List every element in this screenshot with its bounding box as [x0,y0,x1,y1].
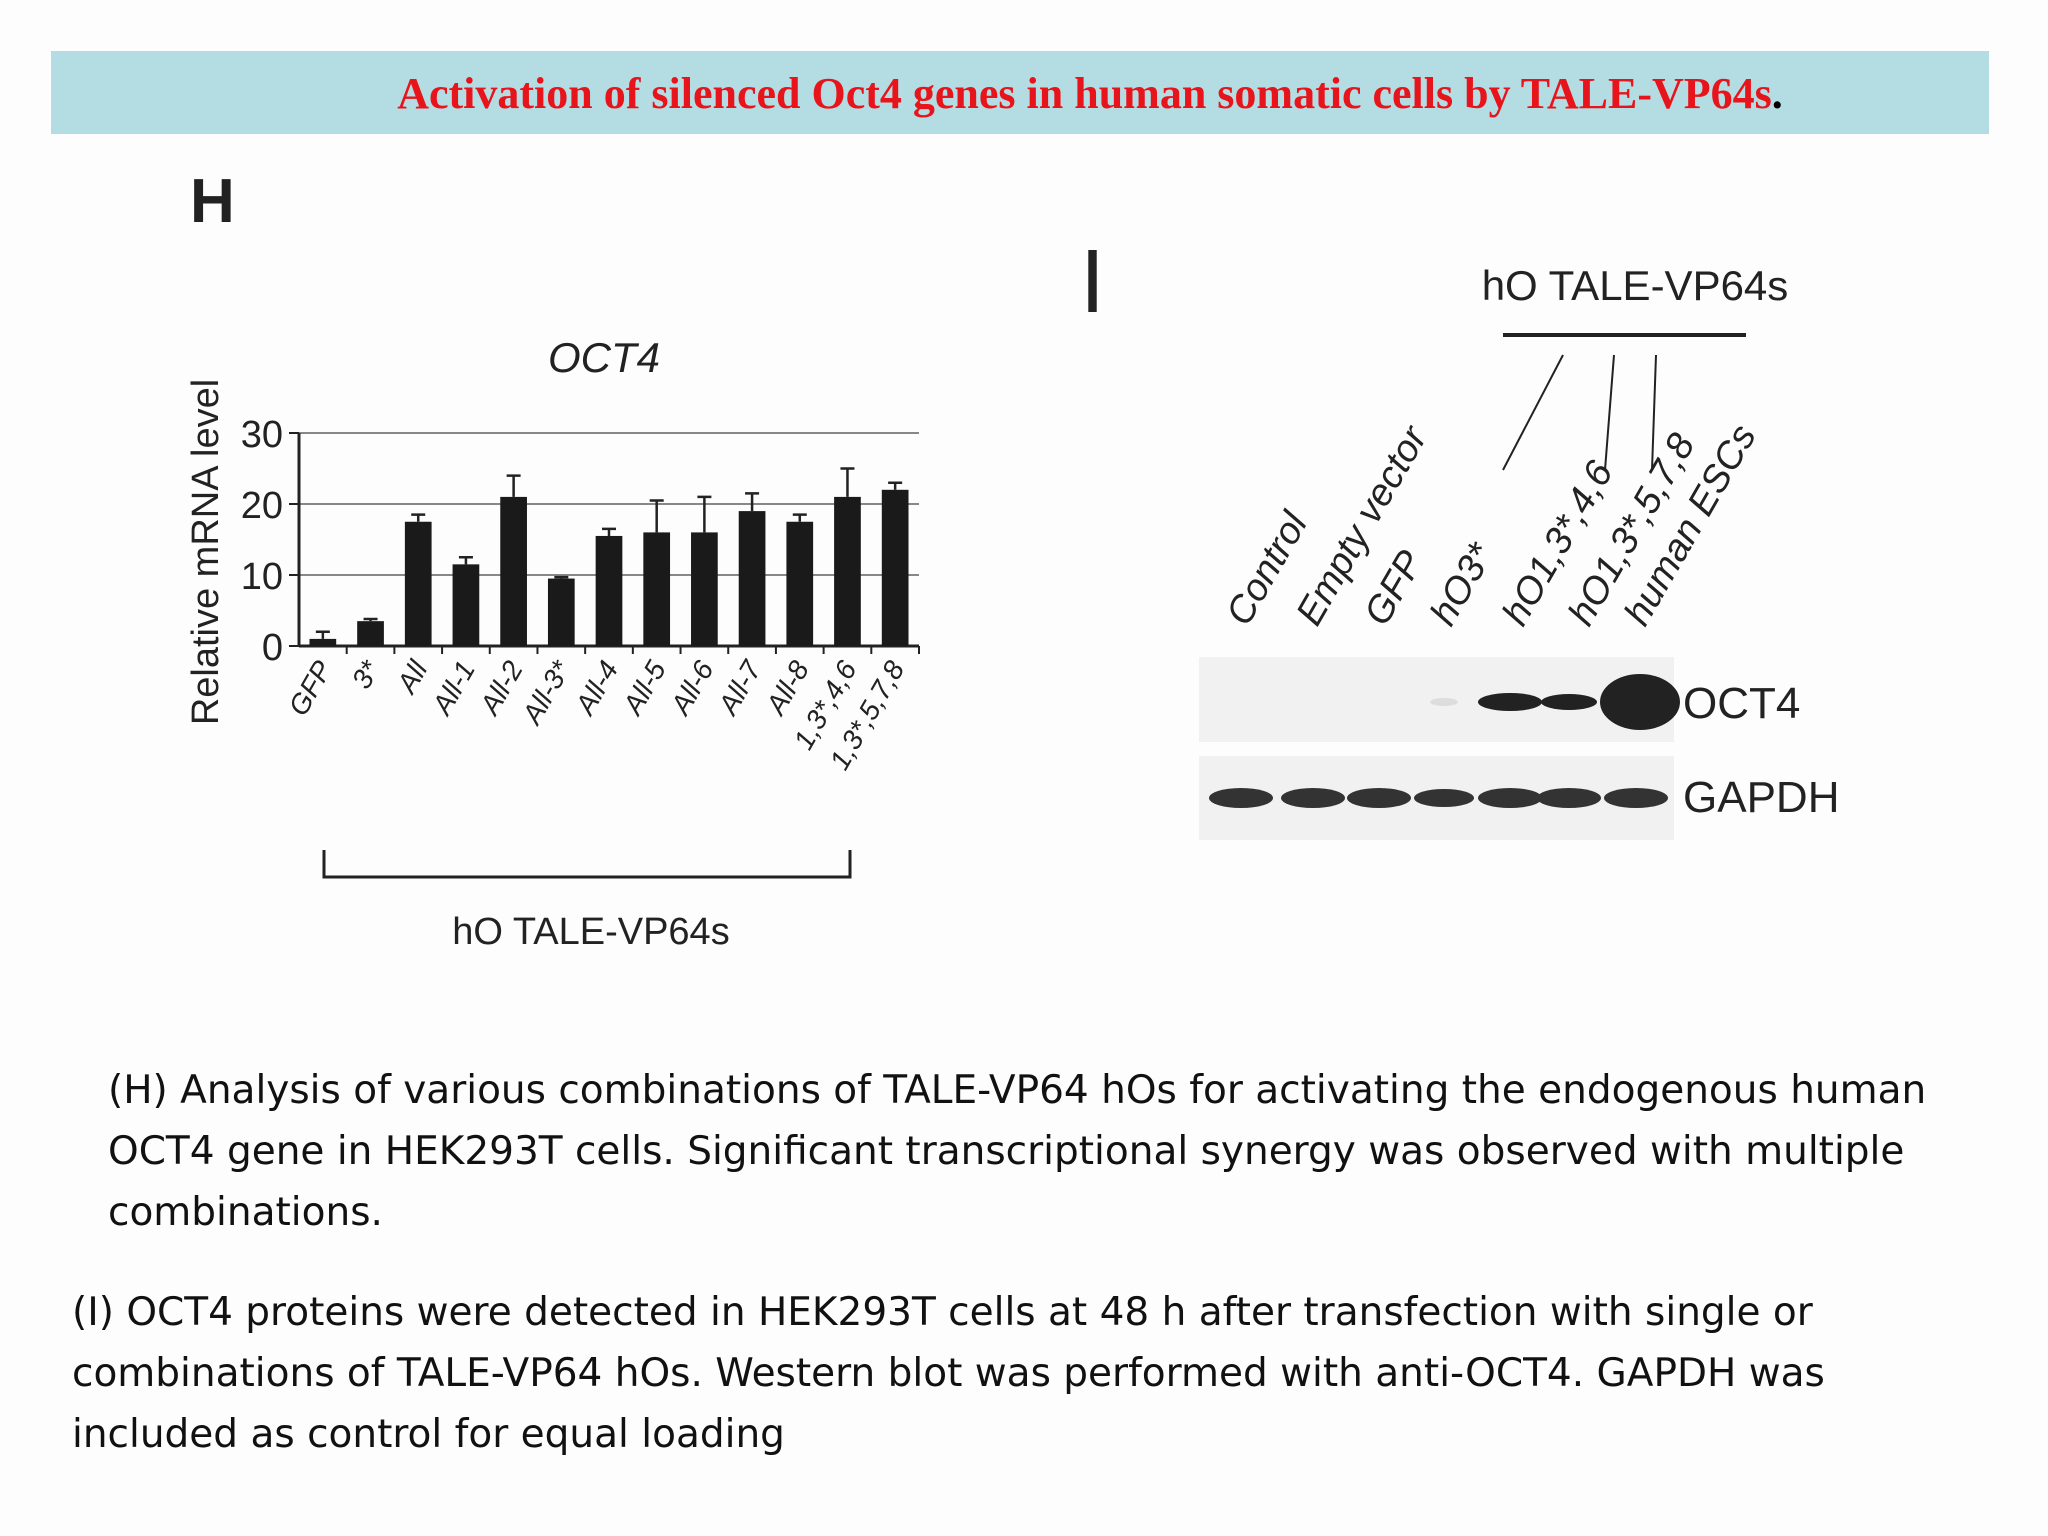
error-bar [840,467,855,497]
bar [786,521,814,646]
bar [595,535,623,646]
group-tick [1651,354,1657,471]
band [1347,788,1411,808]
caption: (I) OCT4 proteins were detected in HEK29… [72,1290,1825,1457]
x-tick-label: 3* [346,655,387,694]
title-text: Activation of silenced Oct4 genes in hum… [397,69,1772,118]
band [1430,698,1458,706]
band [1541,694,1597,710]
bar [309,638,337,646]
bar [738,511,766,646]
band [1478,788,1542,808]
oct4-bands [1430,674,1680,730]
error-bar [697,495,712,533]
x-tick-label: All [390,655,434,700]
bar [547,578,575,646]
x-tick-label: All-7 [711,654,768,721]
band [1281,788,1345,808]
blot-gap [1199,742,1674,756]
group-tick [1502,354,1564,471]
row-label: GAPDH [1683,773,1839,822]
error-bar [649,499,664,533]
panel-label: H [190,167,235,236]
error-bar [745,492,760,512]
lane-label: hO3* [1422,535,1502,632]
error-bar [888,481,903,490]
error-bar [458,556,473,565]
bar [404,521,432,646]
band [1478,693,1542,711]
bar [881,489,909,646]
bar [500,496,527,646]
y-tick-label: 10 [241,556,283,598]
x-tick-label: All-3* [515,655,577,731]
error-bar [792,513,807,522]
bar [643,532,671,646]
error-bar [506,474,521,497]
bar [452,564,480,646]
band [1414,789,1474,807]
error-bar [363,617,378,622]
y-tick-label: 0 [262,627,283,669]
band [1600,674,1680,730]
title-bar [51,51,1989,134]
x-tick-label: All-1 [425,656,481,722]
x-tick-label: All-6 [664,655,720,721]
error-bar [315,630,330,639]
error-bar [554,575,569,579]
title-end: . [1772,69,1783,118]
panel-label: I [1080,232,1105,332]
group-label: hO TALE-VP64s [452,911,729,953]
x-tick-label: GFP [282,655,338,721]
error-bar [602,527,616,536]
y-tick-label: 30 [241,414,283,456]
error-bar [411,513,426,522]
chart-title: OCT4 [548,334,660,381]
band [1604,788,1668,808]
y-tick-label: 20 [241,485,283,527]
group-bracket [322,850,852,879]
x-tick-label: All-5 [616,655,672,721]
bar [834,496,861,646]
bar [357,621,384,646]
group-label: hO TALE-VP64s [1482,262,1789,309]
caption: (H) Analysis of various combinations of … [108,1068,1927,1235]
x-tick-label: All-4 [568,656,624,722]
band [1537,788,1601,808]
y-axis-label: Relative mRNA level [185,379,227,725]
band [1209,788,1273,808]
group-tick [1604,354,1615,471]
row-label: OCT4 [1683,679,1800,728]
bar [691,532,718,646]
gapdh-bands [1209,788,1668,808]
slide-title: Activation of silenced Oct4 genes in hum… [397,69,1783,118]
